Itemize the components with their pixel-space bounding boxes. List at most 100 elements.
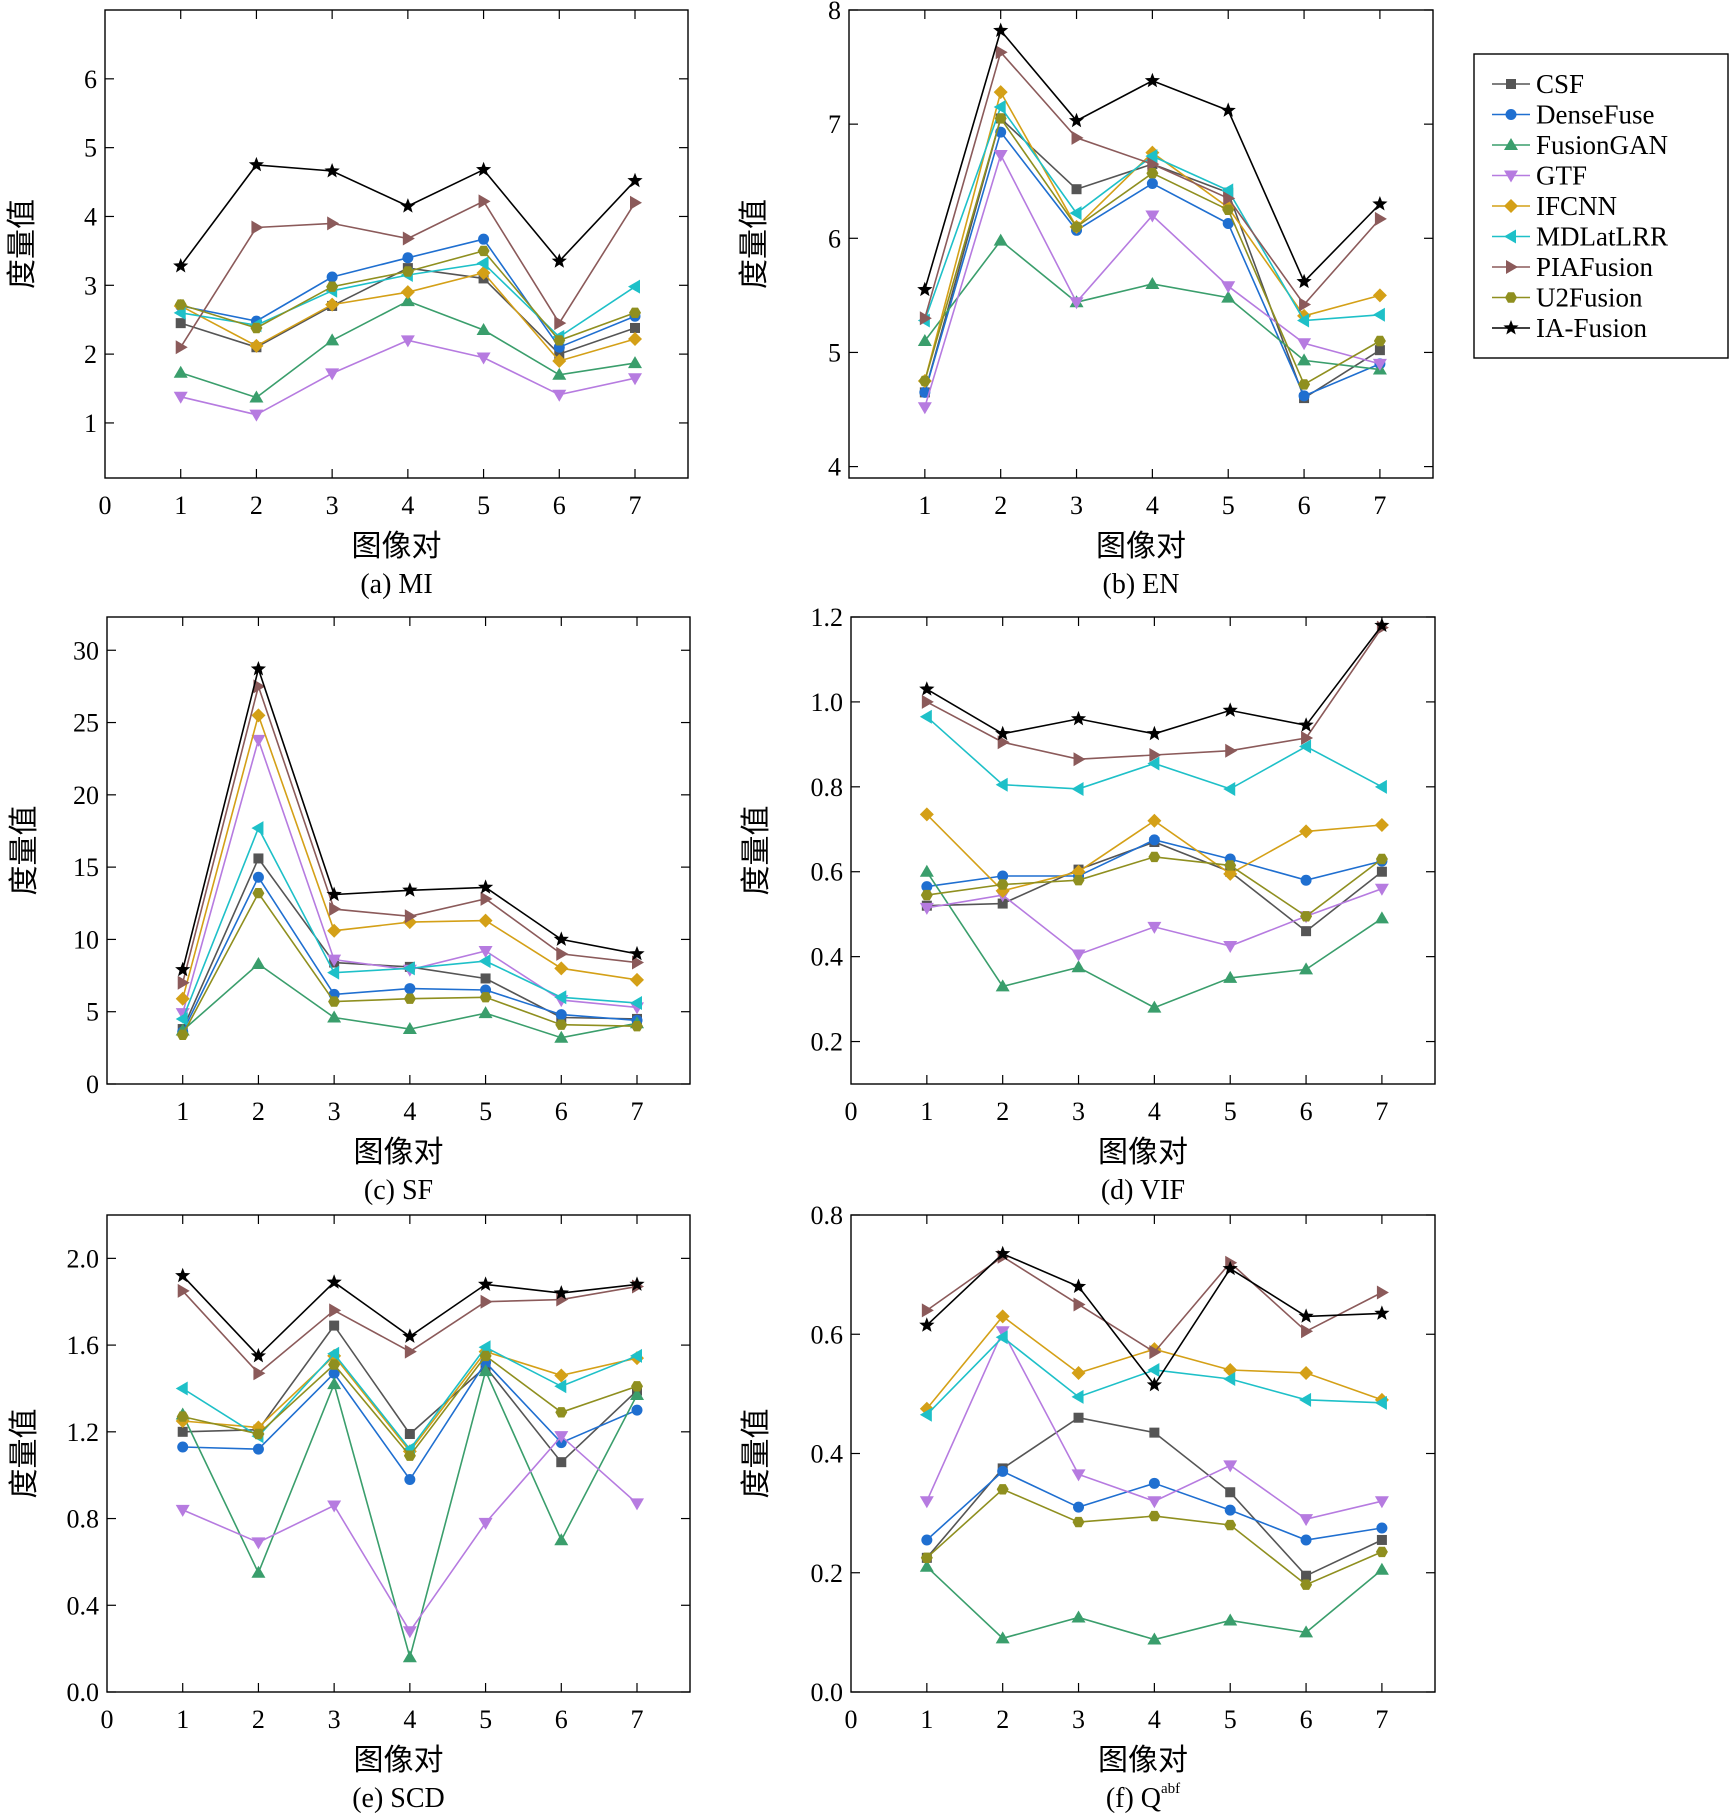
data-point: [1149, 747, 1162, 762]
series-ifcnn: [917, 85, 1387, 388]
data-point: [1073, 752, 1086, 767]
data-point: [921, 1303, 934, 1318]
data-point: [401, 266, 414, 277]
data-point: [251, 220, 264, 235]
x-tick-label: 4: [1148, 1705, 1161, 1734]
data-point: [327, 1500, 342, 1513]
legend-entry-mdlatlrr: MDLatLRR: [1492, 222, 1668, 252]
series-piafusion: [177, 679, 644, 990]
data-point: [1299, 824, 1314, 839]
series-line: [182, 1324, 638, 1464]
data-point: [1374, 1562, 1389, 1575]
data-point: [921, 694, 934, 709]
data-point: [1297, 313, 1310, 328]
data-point: [329, 902, 342, 917]
data-point: [252, 1428, 265, 1440]
chart-caption: (a) MI: [360, 569, 432, 600]
data-point: [917, 334, 932, 347]
series-fusiongan: [173, 294, 642, 403]
data-point: [327, 1010, 342, 1023]
data-point: [1376, 1285, 1389, 1300]
data-point: [1297, 338, 1312, 351]
data-point: [629, 307, 641, 318]
data-point: [630, 1498, 644, 1511]
data-point: [995, 1245, 1011, 1261]
data-point: [1372, 288, 1387, 303]
data-point: [1299, 962, 1314, 975]
data-point: [556, 946, 569, 961]
data-point: [1072, 875, 1085, 886]
x-tick-label: 6: [553, 491, 566, 520]
data-point: [920, 889, 933, 901]
data-point: [628, 356, 642, 369]
x-tick-label: 2: [252, 1097, 265, 1126]
data-point: [630, 1348, 642, 1363]
data-point: [326, 1274, 342, 1289]
data-point: [1300, 1579, 1313, 1590]
y-tick-label: 0.2: [811, 1559, 844, 1588]
series-ia-fusion: [175, 661, 645, 977]
data-point: [400, 285, 415, 300]
y-tick-label: 3: [84, 271, 97, 300]
data-point: [1149, 1427, 1160, 1438]
data-point: [1298, 390, 1310, 402]
y-axis-label: 度量值: [8, 806, 41, 896]
data-point: [324, 163, 340, 178]
data-point: [327, 954, 342, 967]
data-point: [554, 990, 567, 1005]
data-point: [175, 318, 186, 329]
data-point: [919, 864, 934, 877]
y-tick-label: 0.4: [67, 1591, 100, 1620]
data-point: [325, 368, 340, 381]
x-tick-label: 4: [403, 1705, 416, 1734]
data-point: [993, 85, 1008, 100]
series-ifcnn: [175, 708, 644, 1006]
data-point: [1376, 1522, 1388, 1534]
data-point: [478, 1006, 493, 1019]
data-point: [1149, 1345, 1162, 1360]
data-point: [1071, 1469, 1086, 1482]
data-point: [1223, 1371, 1236, 1386]
chart-caption: (e) SCD: [352, 1783, 445, 1813]
data-point: [478, 1364, 493, 1377]
data-point: [329, 1320, 340, 1331]
data-point: [555, 1019, 568, 1030]
series-line: [182, 1275, 638, 1358]
x-tick-label: 6: [555, 1705, 568, 1734]
data-point: [1071, 1366, 1086, 1381]
data-point: [1374, 1395, 1387, 1410]
series-piafusion: [177, 1279, 644, 1381]
data-point: [404, 1474, 416, 1486]
data-point: [1299, 297, 1312, 312]
y-tick-label: 0.6: [811, 1320, 844, 1349]
data-point: [1300, 1534, 1312, 1546]
x-tick-label: 5: [479, 1705, 492, 1734]
legend: CSFDenseFuseFusionGANGTFIFCNNMDLatLRRPIA…: [1473, 53, 1729, 359]
legend-label: IFCNN: [1536, 191, 1617, 221]
data-point: [628, 331, 642, 346]
y-tick-label: 2.0: [67, 1244, 100, 1273]
data-point: [628, 279, 640, 294]
data-point: [1300, 874, 1312, 886]
data-point: [917, 402, 932, 415]
series-line: [181, 712, 638, 999]
x-tick-label: 7: [629, 491, 642, 520]
data-point: [1374, 911, 1389, 924]
x-tick-label: 1: [174, 491, 187, 520]
series-ia-fusion: [173, 156, 643, 273]
data-point: [478, 194, 491, 209]
legend-entry-ia-fusion: IA-Fusion: [1492, 313, 1648, 343]
data-point: [995, 979, 1010, 992]
data-point: [1147, 1632, 1162, 1645]
y-tick-label: 1.0: [811, 688, 844, 717]
data-point: [921, 881, 933, 893]
data-point: [919, 311, 932, 326]
data-point: [175, 1504, 190, 1517]
data-point: [476, 265, 491, 280]
data-point: [919, 807, 934, 822]
data-point: [1073, 1501, 1085, 1513]
data-point: [402, 1022, 417, 1035]
data-point: [918, 375, 931, 387]
y-tick-label: 10: [73, 925, 99, 954]
data-point: [1071, 1389, 1084, 1404]
